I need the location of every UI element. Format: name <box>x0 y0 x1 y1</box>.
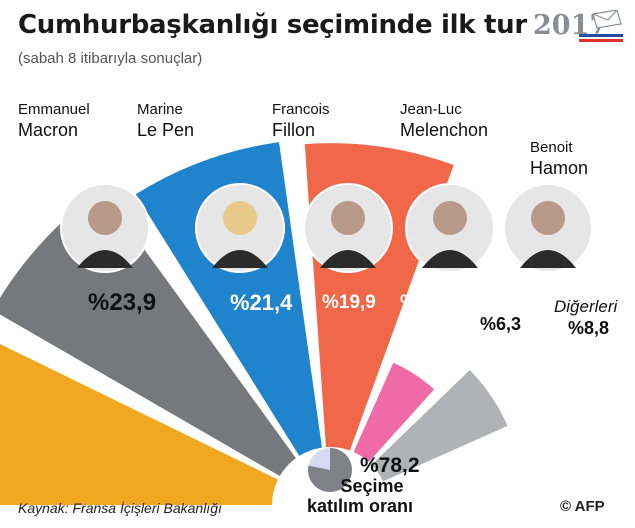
value-label-fillon: %19,9 <box>322 292 376 313</box>
page-subtitle: (sabah 8 itibarıyla sonuçlar) <box>18 50 203 67</box>
portrait-macron <box>60 183 150 273</box>
turnout-caption-2: katılım oranı <box>307 496 413 516</box>
candidate-name-macron: Emmanuel Macron <box>18 101 90 140</box>
sector-macron <box>0 344 278 505</box>
candidate-name-hamon: Benoit Hamon <box>530 139 589 178</box>
candidate-name-melenchon: Jean-Luc Melenchon <box>400 101 489 140</box>
turnout-pie-slice <box>308 448 353 492</box>
sector-others <box>371 369 508 482</box>
candidate-name-fillon: Francois Fillon <box>272 101 330 140</box>
value-label-macron: %23,9 <box>88 289 156 316</box>
portraits-group <box>60 183 593 273</box>
value-label-melenchon: %19,6 <box>400 292 454 313</box>
sector-lepen <box>0 189 296 476</box>
sector-hamon <box>353 362 435 462</box>
portrait-melenchon <box>405 183 495 273</box>
candidate-name-lepen: Marine Le Pen <box>137 101 195 140</box>
value-label-hamon: %6,3 <box>480 314 521 334</box>
portrait-hamon <box>503 183 593 273</box>
candidate-name-others: Diğerleri <box>554 297 619 316</box>
afp-credit: © AFP <box>560 498 605 515</box>
value-label-lepen: %21,4 <box>230 290 293 315</box>
turnout-value: %78,2 <box>360 454 420 477</box>
envelope-icon <box>579 10 623 42</box>
portrait-fillon <box>303 183 393 273</box>
turnout-caption-1: Seçime <box>340 476 403 496</box>
page-title: Cumhurbaşkanlığı seçiminde ilk tur <box>18 10 527 40</box>
source-note: Kaynak: Fransa İçişleri Bakanlığı <box>18 500 222 516</box>
labels-group: %23,9 %21,4 %19,9 %19,6 %6,3 %8,8 Diğerleri <box>88 289 619 338</box>
value-label-others: %8,8 <box>568 318 609 338</box>
election-2017-logo: 2017 <box>533 10 625 44</box>
portrait-lepen <box>195 183 285 273</box>
